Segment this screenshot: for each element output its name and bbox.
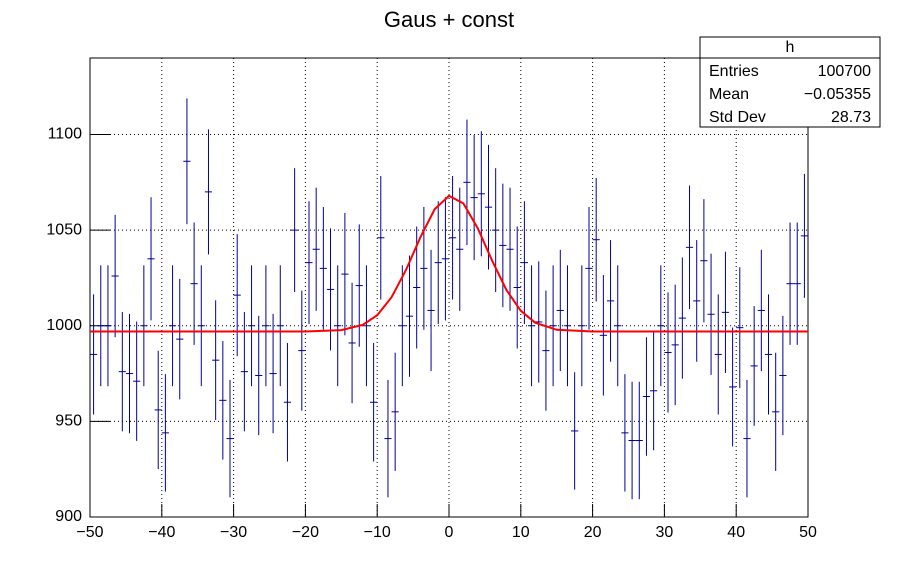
y-tick-label: 950 (55, 413, 82, 430)
y-tick-label: 1100 (48, 126, 83, 143)
x-tick-label: −30 (220, 524, 247, 541)
y-tick-label: 900 (55, 508, 82, 525)
y-tick-label: 1050 (46, 221, 82, 238)
x-tick-label: −10 (364, 524, 391, 541)
x-tick-label: 10 (512, 524, 530, 541)
x-tick-label: 0 (445, 524, 454, 541)
x-tick-label: 40 (727, 524, 745, 541)
x-tick-label: 20 (584, 524, 602, 541)
stats-label: Mean (709, 86, 749, 103)
fit-curve (90, 194, 808, 333)
x-tick-label: 50 (799, 524, 817, 541)
stats-value: 100700 (818, 63, 871, 80)
plot-frame (89, 57, 809, 518)
y-tick-label: 1000 (46, 317, 82, 334)
stats-title: h (786, 39, 795, 56)
x-tick-label: −20 (292, 524, 319, 541)
x-tick-label: 30 (656, 524, 674, 541)
stats-value: −0.05355 (804, 86, 871, 103)
chart-title: Gaus + const (384, 7, 514, 32)
stats-label: Entries (709, 63, 759, 80)
x-tick-label: −40 (148, 524, 175, 541)
x-tick-label: −50 (76, 524, 103, 541)
stats-label: Std Dev (709, 109, 766, 126)
stats-box (699, 36, 881, 128)
stats-value: 28.73 (831, 109, 871, 126)
